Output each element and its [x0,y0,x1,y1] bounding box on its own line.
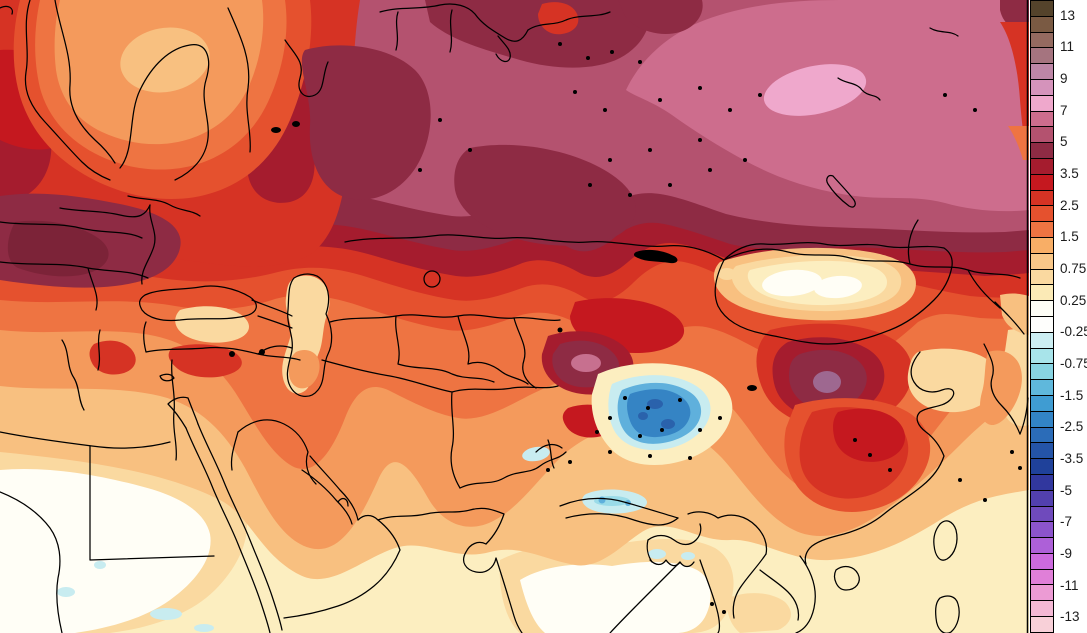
colorbar: 13 11 9 7 5 3.5 2.5 1.5 0.75 0.25 -0.25 -0.75 -1.5 -2… [1030,0,1087,633]
colorbar-segment [1031,569,1053,586]
south-white [0,468,711,633]
colorbar-segment [1031,617,1053,632]
colorbar-segment [1031,174,1053,191]
colorbar-tick-label: 13 [1060,8,1076,24]
colorbar-segment [1031,301,1053,317]
tibet-deep-blue [638,399,675,429]
mongolia-white-core [762,269,862,299]
colorbar-segment [1031,380,1053,396]
colorbar-tick-label: -1.5 [1060,387,1084,403]
colorbar-tick-label: 0.75 [1060,261,1087,277]
colorbar-tick-label: -3.5 [1060,451,1084,467]
colorbar-segment [1031,474,1053,491]
colorbar-segment [1031,190,1053,207]
colorbar-segment [1031,95,1053,112]
colorbar-segment [1031,111,1053,128]
east-europe-maroon [0,0,1029,288]
colorbar-tick-label: -11 [1060,577,1079,593]
colorbar-segment [1031,601,1053,618]
colorbar-segment [1031,395,1053,412]
colorbar-segment [1031,459,1053,475]
hot-blob-purple-core [813,371,841,393]
colorbar-segment [1031,269,1053,286]
map-canvas [0,0,1029,633]
right-edge-sandy [1000,293,1029,335]
colorbar-tick-label: -5 [1060,482,1073,498]
colorbar-segment [1031,143,1053,159]
colorbar-segment [1031,285,1053,302]
colorbar-segment [1031,316,1053,333]
colorbar-segment [1031,443,1053,460]
colorbar-tick-label: -9 [1060,546,1073,562]
colorbar-segment [1031,48,1053,65]
colorbar-tick-label: -2.5 [1060,419,1084,435]
colorbar-segment [1031,237,1053,254]
lake-specks [229,42,1022,614]
colorbar-segment [1031,1,1053,17]
colorbar-segment [1031,506,1053,523]
colorbar-segment [1031,332,1053,349]
colorbar-tick-label: 7 [1060,102,1068,118]
colorbar-segment [1031,222,1053,238]
borders [0,0,1029,633]
colorbar-tick-label: -13 [1060,609,1080,625]
colorbar-segment [1031,522,1053,539]
colorbar-tick-label: 1.5 [1060,229,1079,245]
colorbar-labels: 13 11 9 7 5 3.5 2.5 1.5 0.75 0.25 -0.25 -0.75 -1.5 -2… [1054,0,1087,633]
colorbar-tick-label: 0.25 [1060,292,1087,308]
colorbar-tick-label: 2.5 [1060,197,1079,213]
colorbar-segment [1031,411,1053,428]
sechina-deep-red-streak [833,408,906,462]
ne-orange-tip [1008,126,1029,160]
colorbar-segment [1031,16,1053,33]
colorbar-segment [1031,158,1053,175]
colorbar-segment [1031,206,1053,223]
colorbar-segment [1031,490,1053,507]
colorbar-segment [1031,364,1053,381]
colorbar-segment [1031,79,1053,96]
colorbar-tick-label: 9 [1060,71,1068,87]
anomaly-map [0,0,1029,633]
colorbar-tick-label: -0.75 [1060,356,1087,372]
colorbar-segment [1031,538,1053,554]
colorbar-tick-label: 5 [1060,134,1068,150]
colorbar-tick-label: 3.5 [1060,166,1079,182]
colorbar-tick-label: -0.25 [1060,324,1087,340]
colorbar-segment [1031,127,1053,144]
colorbar-segment [1031,585,1053,602]
region-pale-pink [763,64,867,116]
colorbar-segment [1031,32,1053,49]
hot-blob-pink-core [571,354,601,372]
colorbar-segment [1031,427,1053,444]
east-europe-maroon-dark [7,220,109,277]
colorbar-tick-label: 11 [1060,39,1075,55]
colorbar-tick-label: -7 [1060,514,1073,530]
ne-red-streak [538,2,1029,158]
colorbar-segment [1031,253,1053,270]
colorbar-segments [1030,0,1054,633]
colorbar-segment [1031,553,1053,570]
colorbar-segment [1031,348,1053,365]
scandinavia-sandy-core [120,27,210,93]
colorbar-segment [1031,64,1053,80]
